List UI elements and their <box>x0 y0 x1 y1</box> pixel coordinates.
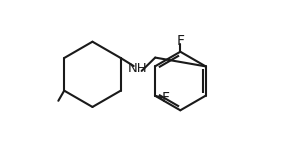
Text: F: F <box>176 34 184 48</box>
Text: NH: NH <box>128 62 148 75</box>
Text: F: F <box>162 91 170 105</box>
